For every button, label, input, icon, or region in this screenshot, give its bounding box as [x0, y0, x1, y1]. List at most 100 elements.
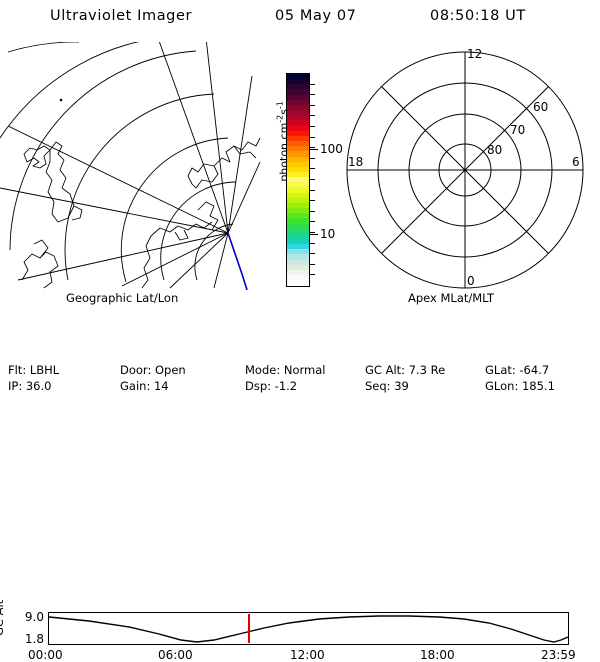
colorbar-segment: [287, 182, 309, 188]
colorbar-minor-tick: [309, 83, 315, 85]
colorbar-segment: [287, 151, 309, 157]
gcalt-trace-graphic: [49, 615, 568, 643]
mlt-label-18: 18: [348, 155, 363, 169]
mlt-label-6: 6: [572, 155, 580, 169]
gcalt-axis-label: GC Alt: [0, 599, 6, 636]
colorbar-segment: [287, 218, 309, 224]
colorbar-minor-tick: [309, 263, 315, 265]
mlat-label-80: 80: [487, 143, 502, 157]
colorbar-tick-100-label: 100: [320, 142, 343, 157]
colorbar-segment: [287, 228, 309, 234]
colorbar-minor-tick: [309, 115, 315, 117]
gcalt-xtick-2359: 23:59: [541, 648, 576, 662]
status-footer: Flt: LBHL IP: 36.0 Door: Open Gain: 14 M…: [0, 363, 600, 400]
gcalt-xtick-1200: 12:00: [290, 648, 325, 662]
colorbar-segment: [287, 249, 309, 255]
status-mode: Mode: Normal: [245, 363, 326, 377]
colorbar-segment: [287, 264, 309, 270]
instrument-title: Ultraviolet Imager: [50, 8, 193, 24]
colorbar-minor-tick: [309, 136, 315, 138]
colorbar-segment: [287, 244, 309, 250]
colorbar-minor-tick: [309, 94, 315, 96]
colorbar-panel: photon cm-2s-1 100 10: [262, 42, 343, 292]
status-gc-alt: GC Alt: 7.3 Re: [365, 363, 446, 377]
colorbar-segment: [287, 208, 309, 214]
colorbar-segment: [287, 197, 309, 203]
observation-time: 08:50:18 UT: [430, 8, 526, 24]
colorbar-segment: [287, 223, 309, 229]
colorbar-segment: [287, 275, 309, 281]
colorbar-tick-100: [309, 149, 318, 151]
geographic-map-graphic: [0, 42, 261, 290]
geographic-map-panel[interactable]: [0, 42, 262, 290]
colorbar-tick-10-label: 10: [320, 227, 336, 242]
mlt-label-12: 12: [467, 47, 482, 61]
colorbar-minor-tick: [309, 157, 315, 159]
mlat-label-70: 70: [510, 123, 525, 137]
colorbar-minor-tick: [309, 242, 315, 244]
colorbar-gradient: [286, 73, 310, 287]
gcalt-xtick-0600: 06:00: [158, 648, 193, 662]
colorbar-segment: [287, 259, 309, 265]
colorbar-segment: [287, 79, 309, 85]
colorbar-minor-tick: [309, 221, 315, 223]
colorbar-segment: [287, 156, 309, 162]
colorbar-segment: [287, 120, 309, 126]
colorbar-segment: [287, 177, 309, 183]
colorbar-segment: [287, 269, 309, 276]
status-glat: GLat: -64.7: [485, 363, 550, 377]
apex-polar-graphic: 12 18 6 0 60 70 80: [346, 47, 584, 289]
colorbar-tick-10: [309, 234, 318, 236]
mlat-label-60: 60: [533, 100, 548, 114]
status-glon: GLon: 185.1: [485, 379, 555, 393]
colorbar-segment: [287, 280, 309, 286]
colorbar-minor-tick: [309, 232, 315, 233]
colorbar-minor-tick: [309, 126, 315, 127]
apex-polar-panel[interactable]: 12 18 6 0 60 70 80: [340, 42, 600, 290]
colorbar-minor-tick: [309, 200, 315, 202]
header-bar: Ultraviolet Imager 05 May 07 08:50:18 UT: [0, 8, 600, 32]
colorbar-minor-tick: [309, 210, 315, 212]
colorbar-segment: [287, 166, 309, 172]
colorbar-segment: [287, 202, 309, 209]
colorbar-minor-tick: [309, 179, 315, 180]
colorbar-segment: [287, 213, 309, 219]
status-seq: Seq: 39: [365, 379, 409, 393]
colorbar-segment: [287, 130, 309, 136]
colorbar-minor-tick: [309, 189, 315, 191]
colorbar-segment: [287, 125, 309, 131]
colorbar-segment: [287, 74, 309, 80]
status-dsp: Dsp: -1.2: [245, 379, 298, 393]
gcalt-plot-frame: [48, 612, 569, 645]
colorbar-segment: [287, 115, 309, 121]
colorbar-segment: [287, 99, 309, 105]
colorbar-segment: [287, 161, 309, 167]
colorbar-minor-tick: [309, 104, 315, 106]
status-gain: Gain: 14: [120, 379, 169, 393]
colorbar-segment: [287, 171, 309, 178]
status-door: Door: Open: [120, 363, 186, 377]
colorbar-segment: [287, 187, 309, 193]
colorbar-segment: [287, 192, 309, 198]
gcalt-ytick-min: 1.8: [24, 632, 44, 646]
observation-date: 05 May 07: [275, 8, 357, 24]
status-filter: Flt: LBHL: [8, 363, 60, 377]
colorbar-minor-tick: [309, 274, 315, 276]
colorbar-segment: [287, 89, 309, 95]
colorbar-segment: [287, 110, 309, 116]
gcalt-ytick-max: 9.0: [24, 610, 44, 624]
gcalt-time-cursor[interactable]: [248, 614, 250, 643]
colorbar-minor-tick: [309, 253, 315, 255]
gcalt-xtick-0000: 00:00: [28, 648, 63, 662]
colorbar-segment: [287, 84, 309, 90]
gcalt-xtick-1800: 18:00: [420, 648, 455, 662]
geographic-panel-caption: Geographic Lat/Lon: [66, 291, 179, 305]
colorbar-minor-tick: [309, 168, 315, 170]
colorbar-unit-exp1: -2: [275, 114, 285, 123]
colorbar-segment: [287, 239, 309, 245]
colorbar-segment: [287, 94, 309, 100]
colorbar-segment: [287, 233, 309, 239]
mlt-label-0: 0: [467, 274, 475, 288]
status-ip: IP: 36.0: [8, 379, 52, 393]
gcalt-strip-plot[interactable]: GC Alt 9.0 1.8 00:00 06:00 12:00 18:00 2…: [0, 304, 600, 662]
